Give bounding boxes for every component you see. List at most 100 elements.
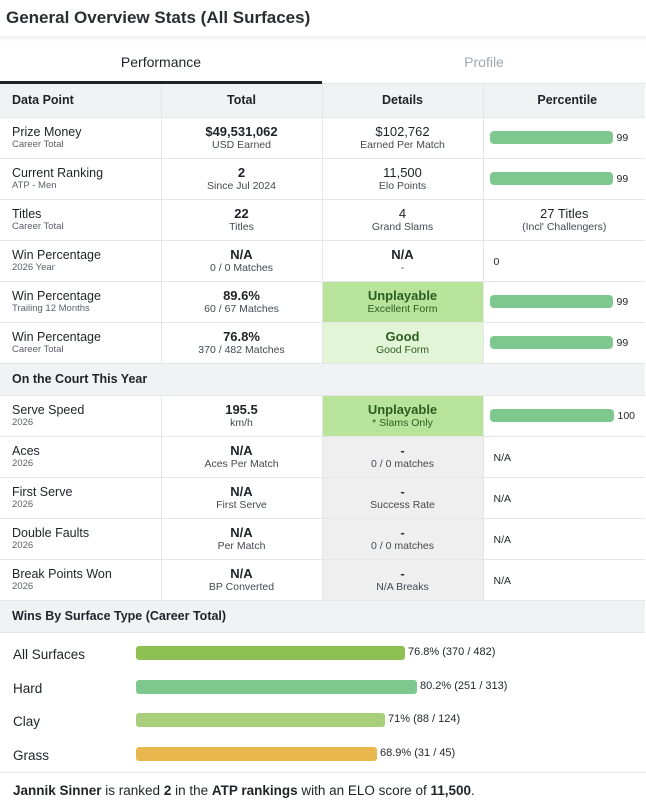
form-sub: Good Form bbox=[375, 343, 430, 356]
total-sub: 370 / 482 Matches bbox=[198, 343, 285, 356]
detail-sub: N/A Breaks bbox=[376, 580, 429, 593]
table-row: Win Percentage 2026 Year N/A 0 / 0 Matches… bbox=[0, 240, 645, 282]
total-sub: Aces Per Match bbox=[204, 457, 279, 470]
detail-value: 11,500 bbox=[383, 164, 422, 180]
row-sublabel: 2026 bbox=[12, 580, 34, 592]
detail-sub: Earned Per Match bbox=[360, 138, 445, 151]
header-details: Details bbox=[321, 84, 483, 118]
percentile-value: 0 bbox=[493, 255, 500, 268]
form-label: Unplayable bbox=[367, 401, 438, 417]
row-label: First Serve bbox=[12, 484, 73, 499]
header-divider bbox=[0, 36, 646, 42]
row-sublabel: 2026 Year bbox=[12, 261, 55, 273]
row-sublabel: Career Total bbox=[12, 343, 64, 355]
form-cell: Unplayable Excellent Form bbox=[321, 281, 483, 323]
form-cell: - N/A Breaks bbox=[321, 559, 483, 601]
total-value: 2 bbox=[237, 164, 246, 180]
surface-value: 80.2% (251 / 313) bbox=[420, 679, 508, 692]
surface-value: 68.9% (31 / 45) bbox=[380, 746, 456, 759]
percentile-value: N/A bbox=[493, 533, 512, 546]
detail-sub: Grand Slams bbox=[371, 220, 434, 233]
surface-name: Clay bbox=[13, 714, 41, 729]
row-sublabel: Career Total bbox=[12, 138, 64, 150]
surface-bar bbox=[136, 646, 405, 660]
surface-name: All Surfaces bbox=[13, 647, 86, 662]
total-sub: 60 / 67 Matches bbox=[204, 302, 279, 315]
total-value: N/A bbox=[230, 442, 253, 458]
total-value: 195.5 bbox=[225, 401, 258, 417]
summary-text: in the bbox=[171, 783, 212, 798]
section-title: On the Court This Year bbox=[0, 363, 645, 396]
tab-profile[interactable]: Profile bbox=[322, 46, 646, 84]
form-sub: * Slams Only bbox=[372, 416, 433, 429]
percentile-value: 99 bbox=[616, 172, 629, 185]
total-sub: 0 / 0 Matches bbox=[209, 261, 274, 274]
row-label: Win Percentage bbox=[12, 247, 101, 262]
form-cell: - Success Rate bbox=[321, 477, 483, 519]
detail-value: $102,762 bbox=[375, 123, 430, 139]
table-row: Aces 2026 N/A Aces Per Match -0 / 0 matche… bbox=[0, 436, 645, 478]
form-cell: -0 / 0 matches bbox=[321, 436, 483, 478]
header-total: Total bbox=[160, 84, 322, 118]
header-data-point: Data Point bbox=[0, 84, 161, 118]
summary-text: . bbox=[471, 783, 475, 798]
detail-sub: 0 / 0 matches bbox=[370, 457, 435, 470]
total-sub: First Serve bbox=[216, 498, 267, 511]
total-sub: BP Converted bbox=[208, 580, 275, 593]
percentile-value: N/A bbox=[493, 451, 512, 464]
total-sub: km/h bbox=[230, 416, 253, 429]
table-row: First Serve 2026 N/A First Serve - Success … bbox=[0, 477, 645, 519]
percentile-bar bbox=[489, 172, 613, 185]
total-sub: USD Earned bbox=[212, 138, 271, 151]
surface-bar bbox=[136, 713, 385, 727]
row-label: Titles bbox=[12, 206, 42, 221]
table-row: Break Points Won 2026 N/A BP Converted - N/… bbox=[0, 559, 645, 601]
header-percentile: Percentile bbox=[482, 84, 645, 118]
tab-performance[interactable]: Performance bbox=[0, 46, 322, 84]
table-row: Win Percentage Trailing 12 Months 89.6% 60… bbox=[0, 281, 645, 323]
row-label: Current Ranking bbox=[12, 165, 104, 180]
percentile-bar bbox=[489, 409, 614, 422]
percentile-bar bbox=[489, 131, 613, 144]
surface-value: 76.8% (370 / 482) bbox=[408, 646, 496, 658]
surface-value: 71% (88 / 124) bbox=[388, 713, 461, 725]
percentile-value: 99 bbox=[616, 295, 629, 308]
total-value: 22 bbox=[234, 205, 249, 221]
table-row: Win Percentage Career Total 76.8% 370 / 48… bbox=[0, 322, 645, 364]
total-value: N/A bbox=[230, 246, 253, 262]
section-header-surfaces: Wins By Surface Type (Career Total) bbox=[0, 600, 645, 633]
ranking-org: ATP rankings bbox=[211, 783, 298, 798]
surface-row: Clay 71% (88 / 124) bbox=[0, 704, 646, 738]
percentile-value: 99 bbox=[616, 131, 629, 144]
total-sub: Titles bbox=[229, 220, 254, 233]
detail-sub: Elo Points bbox=[378, 179, 427, 192]
table-row: Prize Money Career Total $49,531,062 USD E… bbox=[0, 117, 645, 159]
surface-bar bbox=[136, 679, 417, 694]
total-value: N/A bbox=[230, 483, 253, 499]
summary-text: is ranked bbox=[101, 783, 164, 798]
percentile-value: N/A bbox=[493, 574, 512, 587]
percentile-value: 100 bbox=[617, 409, 636, 422]
table-row: Titles Career Total 22 Titles 4 Grand Slams… bbox=[0, 199, 645, 241]
elo-score: 11,500 bbox=[430, 783, 471, 798]
section-title: Wins By Surface Type (Career Total) bbox=[0, 600, 645, 633]
row-sublabel: 2026 bbox=[12, 498, 34, 510]
detail-sub: Success Rate bbox=[370, 498, 435, 511]
surface-row: Grass 68.9% (31 / 45) bbox=[0, 738, 646, 772]
form-sub: Excellent Form bbox=[367, 302, 438, 315]
detail-sub: 0 / 0 matches bbox=[370, 539, 435, 552]
row-label: Win Percentage bbox=[12, 329, 101, 344]
table-row: Current Ranking ATP - Men 2 Since Jul 2024… bbox=[0, 158, 645, 200]
surface-name: Hard bbox=[13, 680, 43, 696]
total-value: N/A bbox=[230, 565, 253, 581]
form-cell: Unplayable * Slams Only bbox=[321, 395, 483, 437]
form-cell: -0 / 0 matches bbox=[321, 518, 483, 560]
surface-row: All Surfaces 76.8% (370 / 482) bbox=[0, 637, 646, 671]
row-label: Serve Speed bbox=[12, 402, 85, 417]
row-sublabel: 2026 bbox=[12, 416, 34, 428]
row-sublabel: Trailing 12 Months bbox=[12, 302, 90, 314]
form-cell: Good Good Form bbox=[321, 322, 483, 364]
detail-value: N/A bbox=[391, 246, 414, 262]
row-sublabel: 2026 bbox=[12, 539, 34, 551]
page-title: General Overview Stats (All Surfaces) bbox=[6, 8, 311, 27]
